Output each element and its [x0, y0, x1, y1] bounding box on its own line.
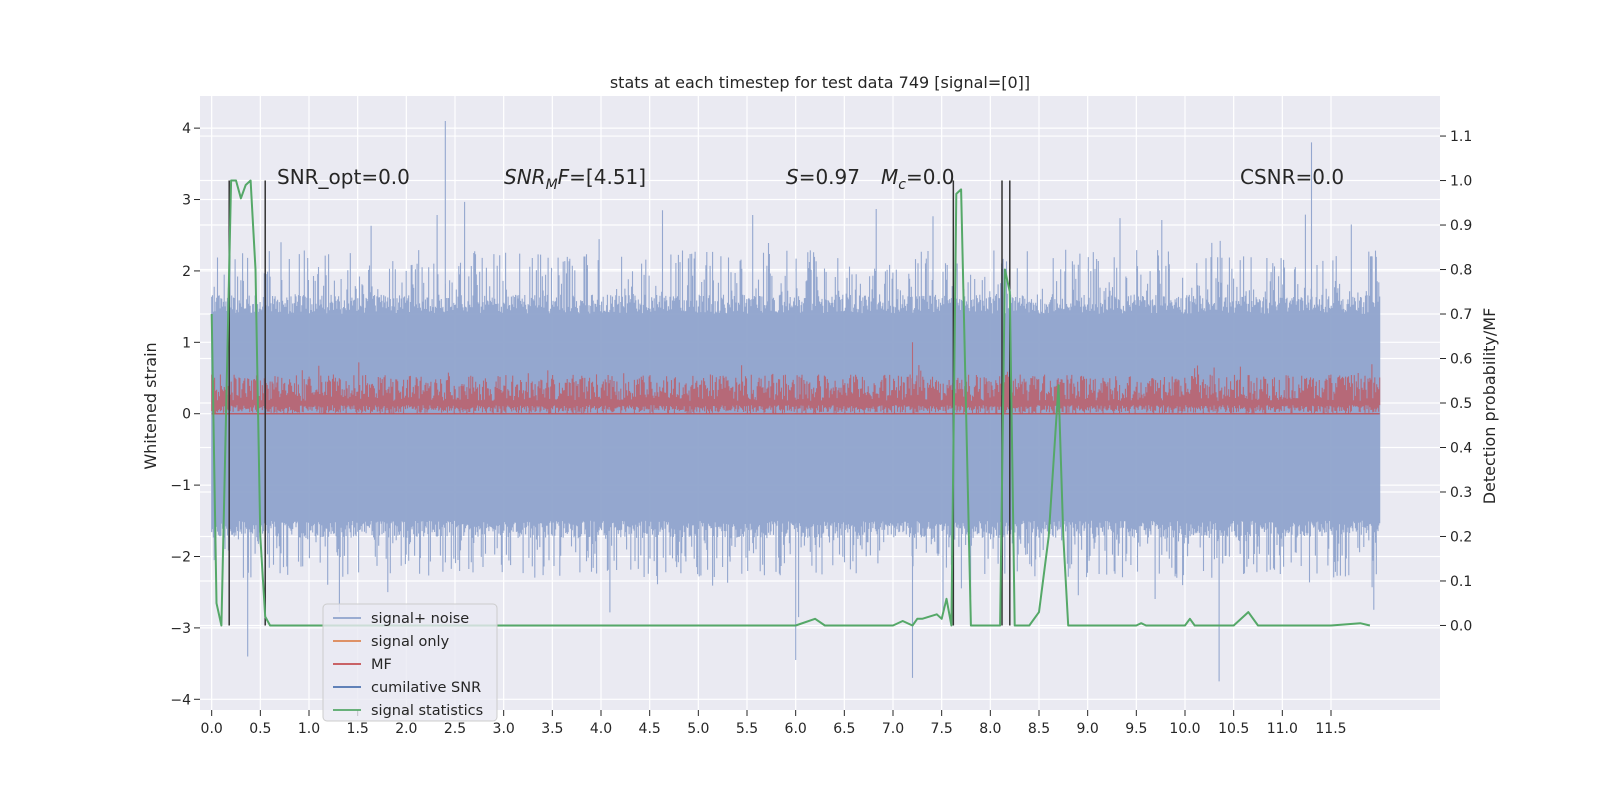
- y-tick-label: 4: [182, 121, 191, 137]
- x-tick-label: 10.5: [1218, 721, 1249, 737]
- y2-tick-label: 0.6: [1450, 352, 1472, 368]
- y2-axis-ticks: 0.0 0.1 0.2 0.3 0.4 0.5 0.6 0.7 0.8 0.9 1.0 1.1: [1440, 129, 1472, 634]
- x-tick-label: 5.0: [687, 721, 709, 737]
- annotation: S=0.97: [786, 165, 860, 189]
- annotation: CSNR=0.0: [1240, 165, 1344, 189]
- legend-label: signal+ noise: [371, 611, 469, 627]
- x-tick-label: 1.5: [347, 721, 369, 737]
- y-tick-label: −2: [170, 550, 191, 566]
- signal-statistics-line: [210, 179, 1371, 627]
- annotations: SNR_opt=0.0 SNRMF=[4.51] S=0.97 Mc=0.0 CSNR=…: [277, 165, 1344, 193]
- legend-box: [322, 603, 498, 722]
- y-axis-title: Whitened strain: [141, 342, 160, 469]
- legend-label: signal only: [371, 634, 450, 650]
- x-tick-label: 2.5: [444, 721, 466, 737]
- annotation: SNRMF=[4.51]: [504, 165, 646, 193]
- x-tick-label: 0.0: [201, 721, 223, 737]
- annotation: SNR_opt=0.0: [277, 165, 410, 189]
- y2-tick-label: 0.4: [1450, 440, 1472, 456]
- x-tick-label: 3.0: [493, 721, 515, 737]
- y2-tick-label: 0.7: [1450, 307, 1472, 323]
- x-tick-label: 9.5: [1125, 721, 1147, 737]
- y-axis-ticks: −4 −3 −2 −1 0 1 2 3 4: [170, 121, 200, 708]
- x-tick-label: 7.5: [931, 721, 953, 737]
- x-axis-ticks: 0.0 0.5 1.0 1.5 2.0 2.5 3.0 3.5 4.0 4.5 5.0 5.5 6.0 6…: [201, 710, 1347, 737]
- y2-tick-label: 1.0: [1450, 174, 1472, 190]
- x-tick-label: 1.0: [298, 721, 320, 737]
- y2-tick-label: 0.8: [1450, 263, 1472, 279]
- y2-tick-label: 0.0: [1450, 618, 1472, 634]
- y-tick-label: −4: [170, 692, 191, 708]
- x-tick-label: 8.5: [1028, 721, 1050, 737]
- y-tick-label: −1: [170, 478, 191, 494]
- x-tick-label: 10.0: [1169, 721, 1200, 737]
- y2-tick-label: 0.9: [1450, 218, 1472, 234]
- x-tick-label: 2.0: [395, 721, 417, 737]
- y2-tick-label: 0.5: [1450, 396, 1472, 412]
- series-mf: [211, 342, 1381, 415]
- x-tick-label: 5.5: [736, 721, 758, 737]
- y-tick-label: 2: [182, 264, 191, 280]
- x-tick-label: 6.5: [833, 721, 855, 737]
- x-tick-label: 6.0: [785, 721, 807, 737]
- annotation: Mc=0.0: [881, 165, 955, 193]
- y-tick-label: 3: [182, 193, 191, 209]
- legend-label: MF: [371, 657, 392, 673]
- x-tick-label: 7.0: [882, 721, 904, 737]
- x-tick-label: 8.0: [979, 721, 1001, 737]
- x-tick-label: 4.5: [639, 721, 661, 737]
- legend-label: cumilative SNR: [371, 680, 481, 696]
- mf-line: [211, 342, 1381, 414]
- y2-axis-title: Detection probability/MF: [1480, 308, 1499, 505]
- y2-tick-label: 0.2: [1450, 529, 1472, 545]
- x-tick-label: 11.5: [1315, 721, 1346, 737]
- y2-tick-label: 0.1: [1450, 574, 1472, 590]
- y-tick-label: 1: [182, 335, 191, 351]
- x-tick-label: 11.0: [1267, 721, 1298, 737]
- y2-tick-label: 1.1: [1450, 129, 1472, 145]
- legend-label: signal statistics: [371, 703, 483, 719]
- legend: signal+ noise signal only MF cumilative SNR…: [322, 603, 498, 722]
- chart-title: stats at each timestep for test data 749…: [610, 73, 1030, 92]
- x-tick-label: 0.5: [249, 721, 271, 737]
- series-signal-statistics: [210, 179, 1371, 627]
- y-tick-label: −3: [170, 621, 191, 637]
- y2-tick-label: 0.3: [1450, 485, 1472, 501]
- y-tick-label: 0: [182, 407, 191, 423]
- x-tick-label: 3.5: [541, 721, 563, 737]
- x-tick-label: 9.0: [1077, 721, 1099, 737]
- x-tick-label: 4.0: [590, 721, 612, 737]
